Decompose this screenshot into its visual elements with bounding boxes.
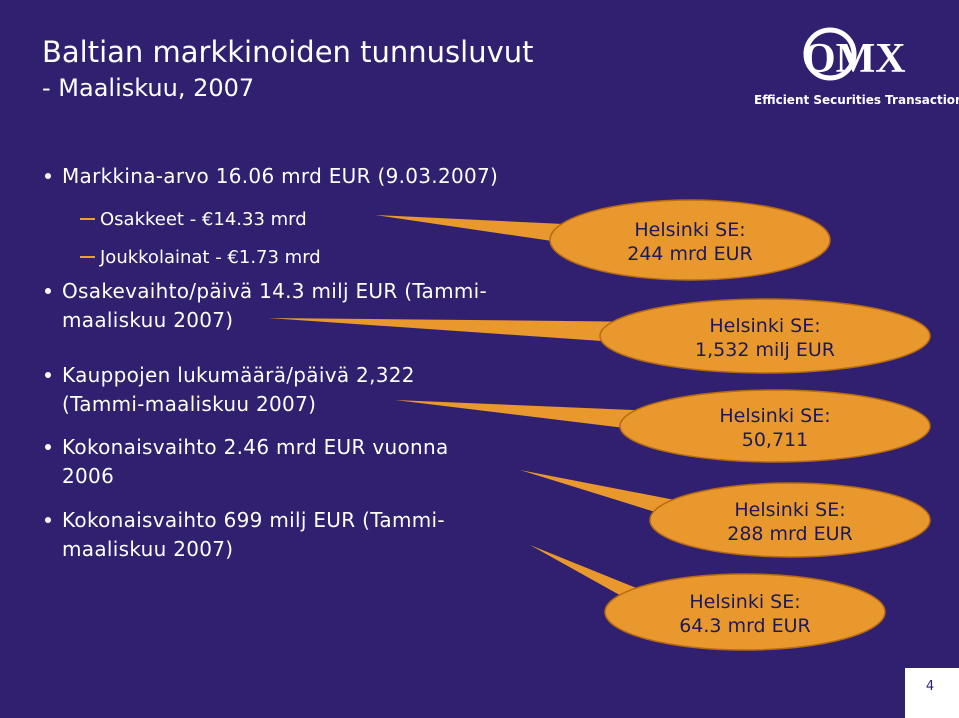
callout-text: Helsinki SE:: [634, 219, 745, 241]
page-number-box: [905, 668, 959, 718]
callout-bubble: [604, 573, 886, 651]
bullet-dot: [45, 372, 51, 378]
callout-pointer: [268, 318, 675, 346]
callout-text: Helsinki SE:: [734, 499, 845, 521]
callout-bubble: [549, 199, 831, 281]
callout-text: Helsinki SE:: [709, 315, 820, 337]
callout-pointer: [395, 400, 690, 436]
subtitle: - Maaliskuu, 2007: [42, 74, 254, 102]
bullet-dot: [45, 444, 51, 450]
bullets: Markkina-arvo 16.06 mrd EUR (9.03.2007) O…: [45, 164, 498, 561]
callout-bubble: [649, 482, 931, 558]
bullet-dot: [45, 517, 51, 523]
callout-text: 1,532 milj EUR: [695, 339, 835, 361]
callout-text: 288 mrd EUR: [727, 523, 853, 545]
bullet-text: Kokonaisvaihto 2.46 mrd EUR vuonna: [62, 435, 449, 459]
logo-tagline: Efficient Securities Transactions: [754, 93, 959, 107]
bullet-text: Kauppojen lukumäärä/päivä 2,322: [62, 363, 415, 387]
callout-text: Helsinki SE:: [719, 405, 830, 427]
callout-text: 64.3 mrd EUR: [679, 615, 811, 637]
bullet-text: maaliskuu 2007): [62, 308, 233, 332]
page-number: 4: [926, 679, 934, 694]
title: Baltian markkinoiden tunnusluvut: [42, 35, 534, 69]
bullet-dot: [45, 288, 51, 294]
logo-name: OMX: [803, 36, 906, 82]
callout-text: 50,711: [742, 429, 808, 451]
bullet-text: 2006: [62, 464, 114, 488]
bullet-text: Markkina-arvo 16.06 mrd EUR (9.03.2007): [62, 164, 498, 188]
sub-bullet-text: Osakkeet - €14.33 mrd: [100, 209, 307, 230]
bullet-text: Kokonaisvaihto 699 milj EUR (Tammi-: [62, 508, 445, 532]
sub-bullet-text: Joukkolainat - €1.73 mrd: [99, 247, 321, 268]
logo-ring: [803, 27, 857, 81]
bullet-text: (Tammi-maaliskuu 2007): [62, 392, 316, 416]
callout-bubble: [599, 298, 931, 374]
bullet-text: Osakevaihto/päivä 14.3 milj EUR (Tammi-: [62, 279, 487, 303]
bullet-text: maaliskuu 2007): [62, 537, 233, 561]
bullet-dot: [45, 173, 51, 179]
callout-bubble: [619, 389, 931, 463]
logo: OMX Efficient Securities Transactions: [754, 27, 959, 107]
callout-text: 244 mrd EUR: [627, 243, 753, 265]
callout-text: Helsinki SE:: [689, 591, 800, 613]
